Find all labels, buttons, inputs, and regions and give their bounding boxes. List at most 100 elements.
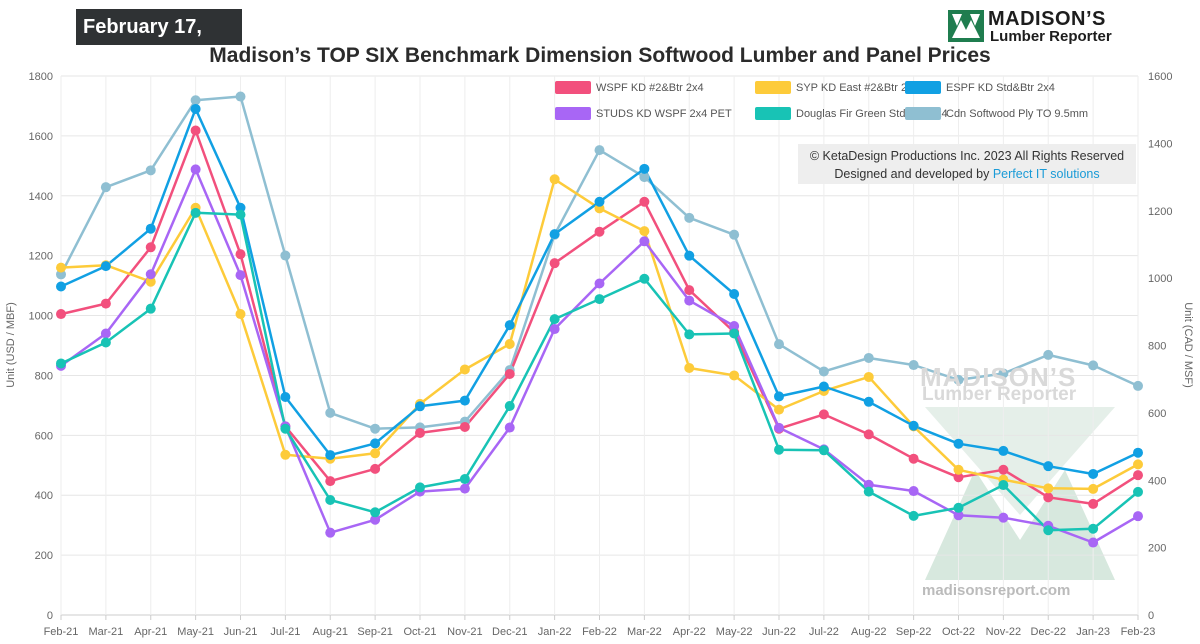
data-point[interactable] — [370, 448, 381, 459]
data-point[interactable] — [56, 281, 66, 292]
data-point[interactable] — [325, 527, 336, 538]
legend-item[interactable]: ESPF KD Std&Btr 2x4 — [905, 80, 1055, 96]
data-point[interactable] — [504, 422, 515, 433]
data-point[interactable] — [415, 401, 425, 412]
data-point[interactable] — [953, 464, 964, 475]
data-point[interactable] — [953, 438, 964, 449]
data-point[interactable] — [594, 145, 605, 156]
data-point[interactable] — [504, 400, 515, 411]
data-point[interactable] — [1088, 498, 1099, 509]
data-point[interactable] — [729, 370, 740, 381]
data-point[interactable] — [100, 298, 111, 309]
data-point[interactable] — [504, 368, 515, 379]
data-point[interactable] — [235, 209, 246, 220]
data-point[interactable] — [145, 223, 156, 234]
data-point[interactable] — [998, 464, 1009, 475]
data-point[interactable] — [1043, 525, 1054, 536]
data-point[interactable] — [774, 444, 784, 455]
data-point[interactable] — [459, 364, 470, 375]
data-point[interactable] — [190, 95, 201, 106]
data-point[interactable] — [325, 407, 336, 418]
data-point[interactable] — [729, 288, 740, 299]
data-point[interactable] — [325, 450, 336, 461]
data-point[interactable] — [594, 294, 605, 305]
data-point[interactable] — [190, 125, 201, 136]
legend-item[interactable]: SYP KD East #2&Btr 2x4 — [755, 80, 919, 96]
data-point[interactable] — [774, 339, 784, 350]
data-point[interactable] — [549, 258, 560, 269]
data-point[interactable] — [549, 174, 560, 185]
data-point[interactable] — [1133, 459, 1143, 470]
data-point[interactable] — [594, 278, 605, 289]
data-point[interactable] — [818, 409, 829, 420]
data-point[interactable] — [145, 165, 156, 176]
data-point[interactable] — [100, 261, 111, 272]
data-point[interactable] — [459, 395, 470, 406]
data-point[interactable] — [684, 329, 695, 340]
data-point[interactable] — [639, 226, 650, 237]
data-point[interactable] — [100, 328, 111, 339]
data-point[interactable] — [639, 172, 650, 183]
data-point[interactable] — [235, 202, 246, 213]
data-point[interactable] — [594, 226, 605, 237]
data-point[interactable] — [684, 250, 695, 261]
data-point[interactable] — [1088, 523, 1099, 534]
data-point[interactable] — [998, 368, 1009, 379]
data-point[interactable] — [774, 422, 784, 433]
data-point[interactable] — [818, 366, 829, 377]
data-point[interactable] — [235, 91, 246, 102]
data-point[interactable] — [774, 391, 784, 402]
data-point[interactable] — [863, 429, 874, 440]
data-point[interactable] — [998, 512, 1009, 523]
data-point[interactable] — [1088, 468, 1099, 479]
data-point[interactable] — [684, 295, 695, 306]
data-point[interactable] — [504, 339, 515, 350]
data-point[interactable] — [684, 285, 695, 296]
data-point[interactable] — [998, 480, 1009, 491]
data-point[interactable] — [953, 374, 964, 385]
data-point[interactable] — [953, 510, 964, 521]
data-point[interactable] — [280, 250, 291, 261]
data-point[interactable] — [1043, 483, 1054, 494]
data-point[interactable] — [370, 507, 381, 518]
data-point[interactable] — [1133, 470, 1143, 481]
data-point[interactable] — [145, 269, 156, 280]
data-point[interactable] — [549, 324, 560, 335]
data-point[interactable] — [325, 495, 336, 506]
data-point[interactable] — [415, 482, 425, 493]
data-point[interactable] — [594, 196, 605, 207]
data-point[interactable] — [863, 352, 874, 363]
data-point[interactable] — [639, 236, 650, 247]
data-point[interactable] — [459, 474, 470, 485]
data-point[interactable] — [370, 463, 381, 474]
data-point[interactable] — [145, 276, 156, 287]
data-point[interactable] — [145, 242, 156, 253]
data-point[interactable] — [56, 262, 66, 273]
data-point[interactable] — [1088, 537, 1099, 548]
legend-item[interactable]: WSPF KD #2&Btr 2x4 — [555, 80, 704, 96]
data-point[interactable] — [863, 479, 874, 490]
data-point[interactable] — [863, 371, 874, 382]
data-point[interactable] — [459, 483, 470, 494]
data-point[interactable] — [235, 309, 246, 320]
data-point[interactable] — [684, 212, 695, 223]
data-point[interactable] — [863, 486, 874, 497]
data-point[interactable] — [908, 486, 919, 497]
legend-item[interactable]: Cdn Softwood Ply TO 9.5mm — [905, 106, 1088, 122]
data-point[interactable] — [1133, 380, 1143, 391]
data-point[interactable] — [235, 270, 246, 281]
data-point[interactable] — [190, 207, 201, 218]
data-point[interactable] — [325, 476, 336, 487]
data-point[interactable] — [235, 249, 246, 260]
data-point[interactable] — [1088, 360, 1099, 371]
data-point[interactable] — [998, 445, 1009, 456]
data-point[interactable] — [729, 229, 740, 240]
data-point[interactable] — [56, 358, 66, 369]
data-point[interactable] — [908, 360, 919, 371]
data-point[interactable] — [280, 392, 291, 403]
data-point[interactable] — [549, 229, 560, 240]
data-point[interactable] — [145, 303, 156, 314]
data-point[interactable] — [1043, 492, 1054, 503]
data-point[interactable] — [370, 438, 381, 449]
data-point[interactable] — [639, 273, 650, 284]
